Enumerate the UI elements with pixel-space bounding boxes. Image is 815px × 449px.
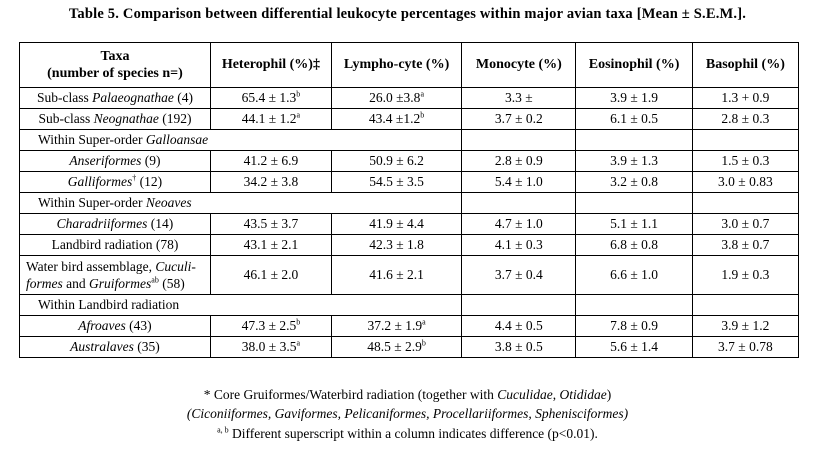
taxon-cell: Charadriiformes (14)	[19, 213, 211, 235]
group-row: Within Super-order Neoaves	[19, 192, 800, 214]
taxon-cell: Galliformes† (12)	[19, 171, 211, 193]
table-row: Afroaves (43) 47.3 ± 2.5b 37.2 ± 1.9a 4.…	[19, 315, 800, 337]
basophil-cell: 3.7 ± 0.78	[691, 336, 800, 358]
footnote-3: a, b Different superscript within a colu…	[217, 425, 598, 441]
group-label: Within Super-order Neoaves	[19, 192, 332, 214]
header-taxa: Taxa (number of species n=)	[19, 42, 211, 88]
leukocyte-table: Taxa (number of species n=) Heterophil (…	[19, 42, 800, 358]
taxon-cell: Sub-class Palaeognathae (4)	[19, 87, 211, 109]
group-label: Within Landbird radiation	[19, 294, 332, 316]
lymphocyte-cell: 48.5 ± 2.9b	[330, 336, 463, 358]
table-row: Galliformes† (12) 34.2 ± 3.8 54.5 ± 3.5 …	[19, 171, 800, 193]
lymphocyte-cell: 54.5 ± 3.5	[330, 171, 463, 193]
footnote-2: (Ciconiiformes, Gaviformes, Pelicaniform…	[186, 406, 629, 421]
footnote-1: * Core Gruiformes/Waterbird radiation (t…	[203, 387, 612, 402]
heterophil-cell: 44.1 ± 1.2a	[209, 108, 332, 130]
basophil-cell: 2.8 ± 0.3	[691, 108, 800, 130]
heterophil-cell: 38.0 ± 3.5a	[209, 336, 332, 358]
lymphocyte-cell: 41.6 ± 2.1	[330, 255, 463, 295]
monocyte-cell: 4.1 ± 0.3	[461, 234, 577, 256]
monocyte-cell: 3.3 ±	[461, 87, 577, 109]
eosinophil-cell: 5.6 ± 1.4	[575, 336, 693, 358]
eosinophil-cell: 3.9 ± 1.3	[575, 150, 693, 172]
eosinophil-cell: 5.1 ± 1.1	[575, 213, 693, 235]
taxon-cell: Water bird assemblage, Cuculi-formes and…	[19, 255, 211, 295]
lymphocyte-cell: 37.2 ± 1.9a	[330, 315, 463, 337]
basophil-cell: 3.0 ± 0.83	[691, 171, 800, 193]
header-eosinophil: Eosinophil (%)	[575, 42, 693, 88]
table-row: Australaves (35) 38.0 ± 3.5a 48.5 ± 2.9b…	[19, 336, 800, 358]
eosinophil-cell: 3.2 ± 0.8	[575, 171, 693, 193]
monocyte-cell: 4.4 ± 0.5	[461, 315, 577, 337]
header-lymphocyte: Lympho-cyte (%)	[330, 42, 463, 88]
eosinophil-cell: 7.8 ± 0.9	[575, 315, 693, 337]
header-taxa-line1: Taxa	[100, 49, 130, 64]
table-row: Water bird assemblage, Cuculi-formes and…	[19, 255, 800, 295]
lymphocyte-cell: 42.3 ± 1.8	[330, 234, 463, 256]
eosinophil-cell: 6.8 ± 0.8	[575, 234, 693, 256]
lymphocyte-cell: 26.0 ±3.8a	[330, 87, 463, 109]
basophil-cell: 3.8 ± 0.7	[691, 234, 800, 256]
lymphocyte-cell: 43.4 ±1.2b	[330, 108, 463, 130]
taxon-cell: Australaves (35)	[19, 336, 211, 358]
heterophil-cell: 41.2 ± 6.9	[209, 150, 332, 172]
heterophil-cell: 43.1 ± 2.1	[209, 234, 332, 256]
taxon-cell: Sub-class Neognathae (192)	[19, 108, 211, 130]
eosinophil-cell: 6.1 ± 0.5	[575, 108, 693, 130]
heterophil-cell: 43.5 ± 3.7	[209, 213, 332, 235]
lymphocyte-cell: 50.9 ± 6.2	[330, 150, 463, 172]
basophil-cell: 1.9 ± 0.3	[691, 255, 800, 295]
taxon-cell: Afroaves (43)	[19, 315, 211, 337]
lymphocyte-cell: 41.9 ± 4.4	[330, 213, 463, 235]
heterophil-cell: 34.2 ± 3.8	[209, 171, 332, 193]
basophil-cell: 3.9 ± 1.2	[691, 315, 800, 337]
taxon-cell: Landbird radiation (78)	[19, 234, 211, 256]
heterophil-cell: 65.4 ± 1.3b	[209, 87, 332, 109]
eosinophil-cell: 6.6 ± 1.0	[575, 255, 693, 295]
monocyte-cell: 3.8 ± 0.5	[461, 336, 577, 358]
heterophil-cell: 46.1 ± 2.0	[209, 255, 332, 295]
eosinophil-cell: 3.9 ± 1.9	[575, 87, 693, 109]
table-row: Charadriiformes (14) 43.5 ± 3.7 41.9 ± 4…	[19, 213, 800, 235]
group-label: Within Super-order Galloansae	[19, 129, 332, 151]
header-monocyte: Monocyte (%)	[461, 42, 577, 88]
monocyte-cell: 5.4 ± 1.0	[461, 171, 577, 193]
table-row: Anseriformes (9) 41.2 ± 6.9 50.9 ± 6.2 2…	[19, 150, 800, 172]
header-taxa-line2: (number of species n=)	[47, 66, 183, 81]
monocyte-cell: 2.8 ± 0.9	[461, 150, 577, 172]
header-heterophil: Heterophil (%)‡	[209, 42, 332, 88]
monocyte-cell: 3.7 ± 0.4	[461, 255, 577, 295]
basophil-cell: 1.5 ± 0.3	[691, 150, 800, 172]
table-title: Table 5. Comparison between differential…	[68, 6, 747, 22]
basophil-cell: 3.0 ± 0.7	[691, 213, 800, 235]
heterophil-cell: 47.3 ± 2.5b	[209, 315, 332, 337]
monocyte-cell: 4.7 ± 1.0	[461, 213, 577, 235]
group-row: Within Super-order Galloansae	[19, 129, 800, 151]
table-row: Sub-class Neognathae (192) 44.1 ± 1.2a 4…	[19, 108, 800, 130]
table-row: Landbird radiation (78) 43.1 ± 2.1 42.3 …	[19, 234, 800, 256]
table-header-row: Taxa (number of species n=) Heterophil (…	[19, 42, 800, 88]
monocyte-cell: 3.7 ± 0.2	[461, 108, 577, 130]
taxon-cell: Anseriformes (9)	[19, 150, 211, 172]
header-basophil: Basophil (%)	[691, 42, 800, 88]
basophil-cell: 1.3 + 0.9	[691, 87, 800, 109]
group-row: Within Landbird radiation	[19, 294, 800, 316]
table-row: Sub-class Palaeognathae (4) 65.4 ± 1.3b …	[19, 87, 800, 109]
